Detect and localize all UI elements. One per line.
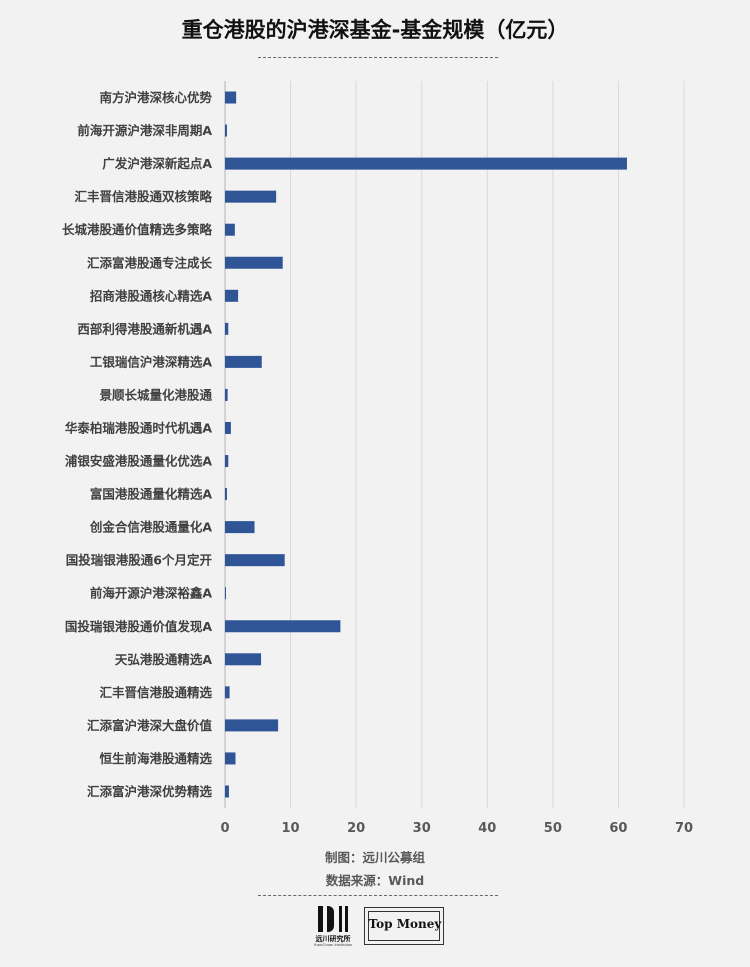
source-text: 数据来源：Wind: [325, 873, 425, 888]
bar: [225, 455, 229, 468]
x-tick-label: 20: [347, 821, 365, 836]
x-axis-ticks: 0 10 20 30 40 50 60 70: [220, 821, 693, 836]
category-label: 汇丰晋信港股通精选: [99, 685, 212, 700]
bar: [225, 355, 262, 368]
category-label: 恒生前海港股通精选: [99, 751, 212, 766]
yuanchuan-logo-subtext: YuanChuan Institution: [313, 943, 353, 947]
title-divider: [258, 57, 498, 58]
bar: [225, 521, 255, 534]
bar: [225, 190, 277, 203]
bar: [225, 289, 239, 302]
x-tick-label: 0: [220, 821, 229, 836]
category-label: 浦银安盛港股通量化优选A: [65, 454, 213, 469]
category-label: 工银瑞信沪港深精选A: [90, 354, 213, 369]
bar: [225, 587, 226, 600]
category-label: 华泰柏瑞港股通时代机遇A: [65, 420, 213, 435]
category-label: 创金合信港股通量化A: [89, 520, 213, 535]
bars: [225, 91, 627, 798]
bar: [225, 91, 237, 104]
category-label: 汇添富沪港深大盘价值: [87, 718, 213, 733]
category-label: 长城港股通价值精选多策略: [62, 222, 213, 237]
bar: [225, 256, 283, 269]
yuanchuan-logo-icon: 远川研究所 YuanChuan Institution: [312, 904, 354, 950]
footer-divider: [258, 895, 498, 896]
category-label: 国投瑞银港股通6个月定开: [66, 553, 213, 568]
bar: [225, 785, 229, 798]
top-money-logo-text: Top Money: [368, 917, 442, 931]
bar: [225, 620, 341, 633]
category-label: 招商港股通核心精选A: [90, 288, 213, 303]
bar: [225, 554, 285, 567]
category-label: 前海开源沪港深裕鑫A: [90, 586, 213, 601]
category-label: 天弘港股通精选A: [115, 652, 213, 667]
x-tick-label: 70: [675, 821, 693, 836]
grid-lines: [224, 81, 685, 808]
x-tick-label: 10: [282, 821, 300, 836]
category-label: 汇添富港股通专注成长: [87, 255, 213, 270]
bar: [225, 223, 235, 236]
category-label: 西部利得港股通新机遇A: [77, 321, 212, 336]
bar: [225, 686, 230, 699]
bar: [225, 421, 231, 434]
bar: [225, 124, 227, 137]
bar: [225, 719, 279, 732]
bar: [225, 488, 227, 501]
bar: [225, 653, 262, 666]
x-tick-label: 60: [609, 821, 627, 836]
category-label: 国投瑞银港股通价值发现A: [65, 619, 213, 634]
credit-text: 制图：远川公募组: [324, 850, 425, 865]
category-label: 南方沪港深核心优势: [99, 90, 212, 105]
bar: [225, 752, 236, 765]
bar: [225, 322, 229, 335]
bar: [225, 388, 228, 401]
category-label: 富国港股通量化精选A: [90, 487, 213, 502]
category-label: 汇添富沪港深优势精选: [87, 784, 213, 799]
category-label: 景顺长城量化港股通: [99, 387, 212, 402]
chart-title: 重仓港股的沪港深基金-基金规模（亿元）: [181, 18, 569, 42]
bar: [225, 157, 627, 170]
x-tick-label: 50: [544, 821, 562, 836]
top-money-logo-icon: Top Money: [364, 907, 444, 945]
category-label: 前海开源沪港深非周期A: [77, 123, 212, 138]
yuanchuan-logo-text: 远川研究所: [315, 935, 351, 943]
x-tick-label: 30: [413, 821, 431, 836]
x-tick-label: 40: [478, 821, 496, 836]
category-label: 广发沪港深新起点A: [102, 156, 212, 171]
category-label: 汇丰晋信港股通双核策略: [74, 189, 212, 204]
